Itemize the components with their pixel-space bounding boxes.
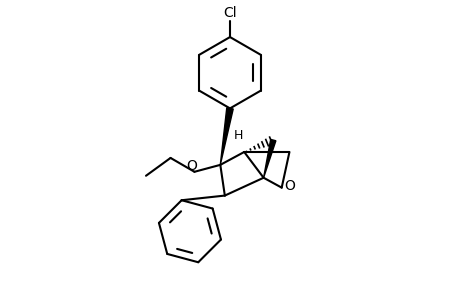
Polygon shape — [263, 140, 275, 178]
Text: O: O — [284, 179, 295, 193]
Text: Cl: Cl — [223, 6, 236, 20]
Polygon shape — [220, 108, 233, 165]
Text: H: H — [233, 129, 242, 142]
Text: O: O — [186, 159, 197, 173]
